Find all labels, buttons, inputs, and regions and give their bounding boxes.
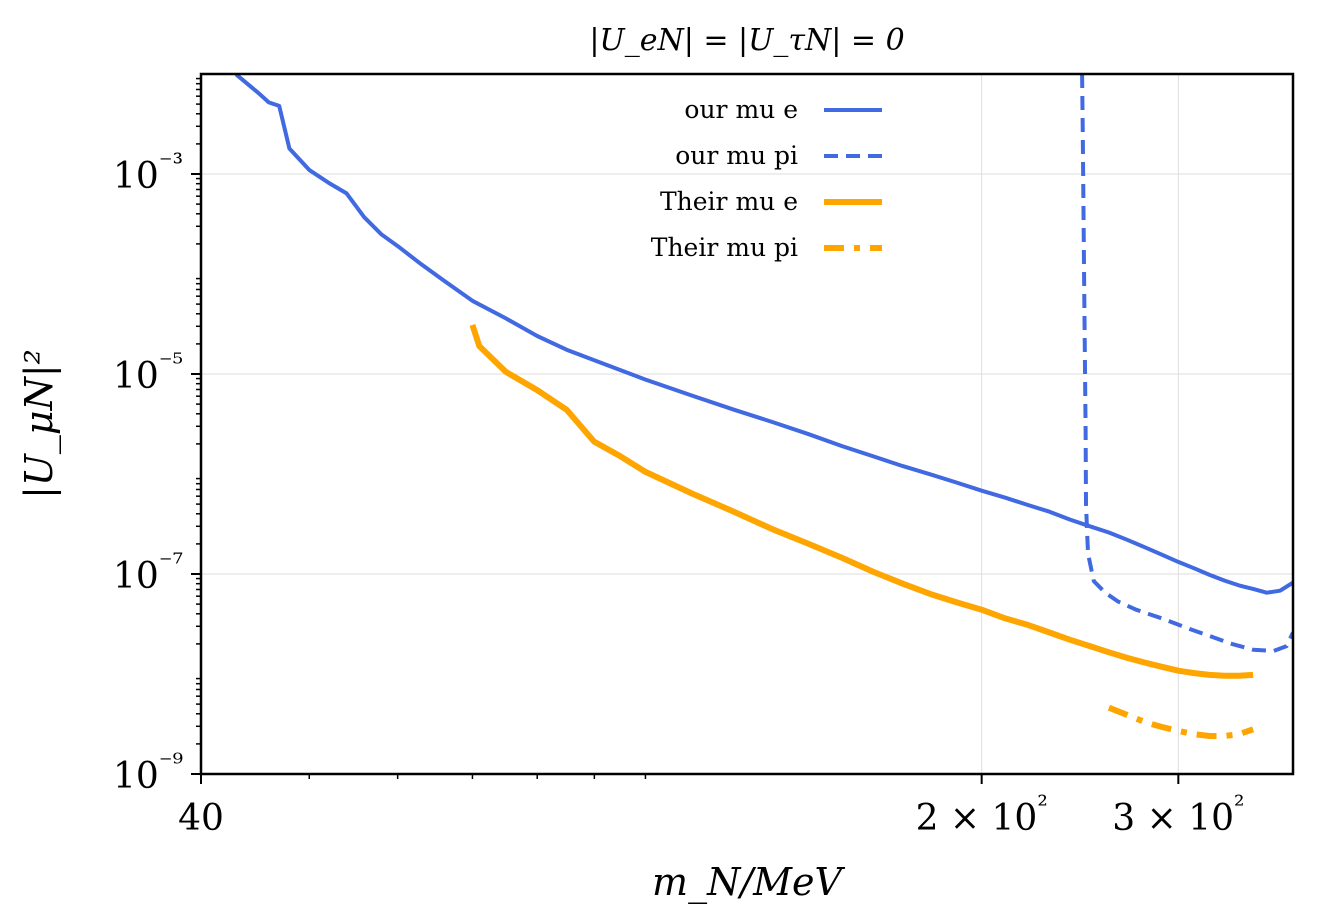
y-tick-label: 10⁻⁵ bbox=[113, 349, 183, 397]
x-tick-label: 40 bbox=[178, 798, 224, 839]
plot-frame bbox=[199, 72, 1295, 776]
series-line-our-mu-e bbox=[234, 74, 1293, 595]
series-line-their-mu-pi bbox=[1107, 704, 1255, 739]
legend-label-their-mu-e: Their mu e bbox=[660, 187, 798, 216]
y-axis-title: |U_μN|² bbox=[17, 349, 62, 499]
legend: our mu e our mu pi Their mu e Their mu pi bbox=[651, 95, 882, 262]
series-line-our-mu-pi bbox=[1080, 74, 1293, 653]
x-tick-label: 3 × 10² bbox=[1112, 791, 1244, 839]
y-tick-label: 10⁻³ bbox=[113, 149, 183, 197]
legend-label-our-mu-e: our mu e bbox=[684, 95, 798, 124]
legend-label-their-mu-pi: Their mu pi bbox=[651, 233, 798, 262]
x-tick-label: 2 × 10² bbox=[916, 791, 1048, 839]
y-tick-label: 10⁻⁹ bbox=[113, 749, 183, 797]
series-layer bbox=[234, 74, 1293, 739]
label-layer: 10⁻⁹ 10⁻⁷ 10⁻⁵ 10⁻³ 40 2 × 10² 3 × 10² |U_eN| =… bbox=[17, 23, 1244, 905]
chart-title: |U_eN| = |U_τN| = 0 bbox=[589, 23, 904, 58]
legend-label-our-mu-pi: our mu pi bbox=[675, 141, 798, 170]
x-axis-title: m_N/MeV bbox=[652, 860, 845, 905]
tick-layer bbox=[191, 77, 1180, 784]
y-tick-label: 10⁻⁷ bbox=[113, 549, 183, 597]
series-line-their-mu-e bbox=[469, 323, 1254, 679]
